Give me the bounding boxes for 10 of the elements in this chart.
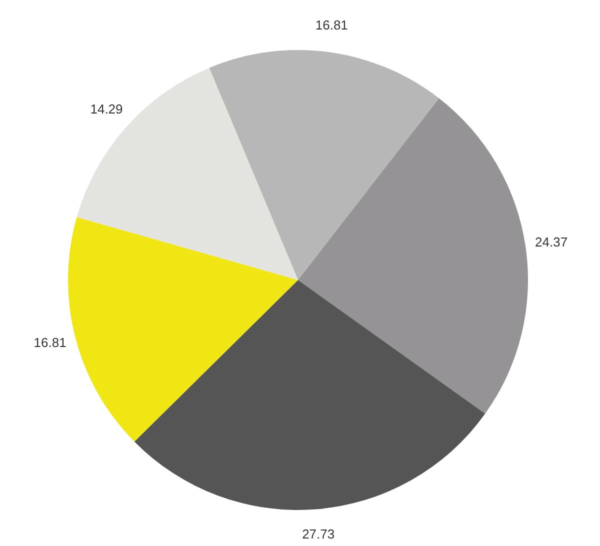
pie-slice xyxy=(209,50,439,280)
data-label: 14.29 xyxy=(90,102,123,117)
pie-slice xyxy=(76,68,298,280)
pie-slice xyxy=(298,98,528,414)
pie-slice xyxy=(134,280,486,510)
data-label: 24.37 xyxy=(535,234,568,250)
data-label: 16.81 xyxy=(34,335,66,350)
data-label: 27.73 xyxy=(302,526,335,542)
data-label: 16.81 xyxy=(315,18,348,33)
pie-slice xyxy=(68,217,298,442)
